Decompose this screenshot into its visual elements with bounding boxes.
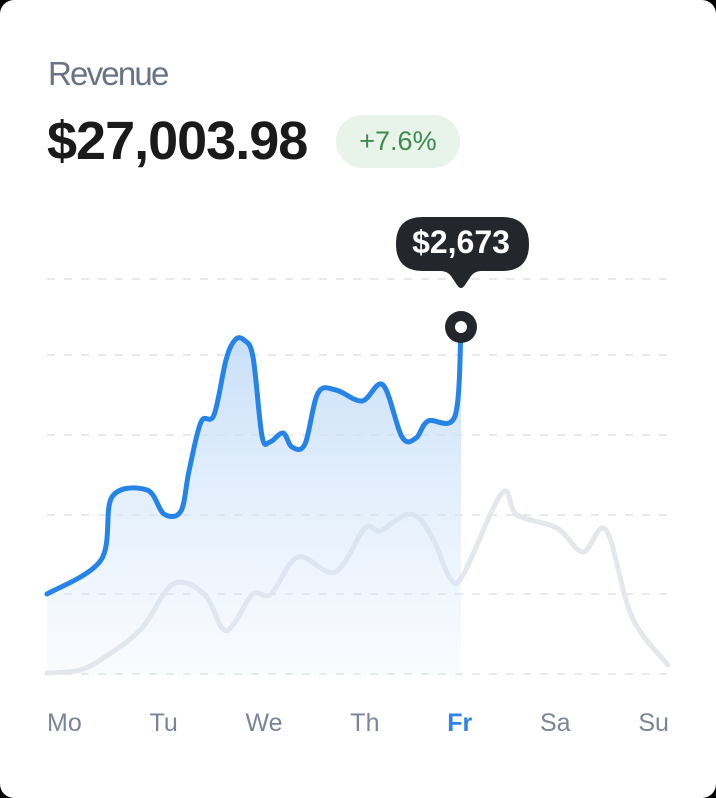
svg-text:$2,673: $2,673: [412, 224, 510, 260]
